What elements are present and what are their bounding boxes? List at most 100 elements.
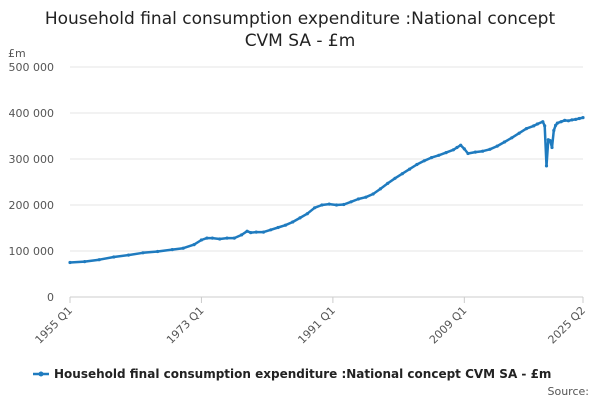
data-point-0-17[interactable] <box>245 229 249 233</box>
data-point-0-59[interactable] <box>532 124 536 128</box>
data-point-0-28[interactable] <box>320 203 324 207</box>
legend-marker-swatch <box>38 371 44 377</box>
data-point-0-52[interactable] <box>481 149 485 153</box>
data-point-0-10[interactable] <box>199 238 203 242</box>
data-point-0-47[interactable] <box>455 145 459 150</box>
data-point-0-8[interactable] <box>181 246 185 250</box>
data-point-0-66[interactable] <box>550 145 554 150</box>
y-tick-label-5: 500 000 <box>9 61 55 74</box>
data-point-0-15[interactable] <box>232 236 236 240</box>
data-point-0-65[interactable] <box>548 139 552 143</box>
data-point-0-30[interactable] <box>334 203 339 207</box>
data-point-0-5[interactable] <box>141 251 145 255</box>
data-point-0-21[interactable] <box>269 228 273 232</box>
data-point-0-49[interactable] <box>462 147 466 151</box>
data-point-0-20[interactable] <box>261 230 266 234</box>
chart-title-line-2: CVM SA - £m <box>245 31 356 51</box>
data-point-0-16[interactable] <box>240 233 244 237</box>
data-point-0-57[interactable] <box>517 131 521 135</box>
data-point-0-24[interactable] <box>291 220 295 224</box>
data-point-0-74[interactable] <box>574 117 578 121</box>
x-tick-label-2: 1991 Q1 <box>295 304 338 347</box>
data-point-0-46[interactable] <box>451 148 455 152</box>
data-point-0-6[interactable] <box>156 249 160 254</box>
data-point-0-0[interactable] <box>68 260 72 265</box>
data-point-0-58[interactable] <box>524 127 529 131</box>
data-point-0-69[interactable] <box>555 121 560 125</box>
data-point-0-41[interactable] <box>415 162 419 167</box>
x-tick-label-1: 1973 Q1 <box>164 304 207 347</box>
series-layer <box>68 116 585 265</box>
data-point-0-3[interactable] <box>112 255 116 259</box>
data-point-0-34[interactable] <box>364 195 368 199</box>
data-point-0-18[interactable] <box>249 231 253 235</box>
data-point-0-14[interactable] <box>225 236 229 240</box>
data-point-0-4[interactable] <box>126 253 130 257</box>
data-point-0-26[interactable] <box>305 212 309 216</box>
data-point-0-53[interactable] <box>488 147 492 151</box>
data-point-0-29[interactable] <box>327 202 331 206</box>
series-line-0[interactable] <box>69 116 584 264</box>
data-point-0-55[interactable] <box>502 140 507 144</box>
data-point-0-11[interactable] <box>205 236 209 240</box>
data-point-0-25[interactable] <box>298 216 302 220</box>
gridlines <box>70 66 583 298</box>
data-point-0-62[interactable] <box>543 124 547 128</box>
data-point-0-56[interactable] <box>510 136 514 140</box>
data-point-0-38[interactable] <box>393 176 397 180</box>
data-point-0-76[interactable] <box>581 116 585 120</box>
data-point-0-48[interactable] <box>459 143 463 147</box>
data-point-0-37[interactable] <box>386 181 390 185</box>
y-axis-ticks: 0 100 000 200 000 300 000 400 000 500 000 <box>9 61 55 304</box>
data-point-0-54[interactable] <box>495 144 499 148</box>
data-point-0-2[interactable] <box>97 258 101 262</box>
y-axis-unit-label: £m <box>8 47 26 60</box>
data-point-0-51[interactable] <box>473 150 477 154</box>
data-point-0-60[interactable] <box>535 122 540 126</box>
data-point-0-61[interactable] <box>541 120 545 124</box>
data-point-0-12[interactable] <box>210 236 214 240</box>
data-point-0-31[interactable] <box>342 202 346 207</box>
data-point-0-72[interactable] <box>566 119 571 123</box>
data-point-0-33[interactable] <box>356 197 360 201</box>
y-tick-label-1: 100 000 <box>9 245 55 258</box>
data-point-0-19[interactable] <box>254 230 258 234</box>
legend[interactable]: Household final consumption expenditure … <box>33 367 551 381</box>
data-point-0-1[interactable] <box>83 260 87 264</box>
data-point-0-44[interactable] <box>437 153 441 157</box>
y-tick-label-3: 300 000 <box>9 153 55 166</box>
y-tick-label-2: 200 000 <box>9 199 55 212</box>
x-tick-label-3: 2009 Q1 <box>427 304 470 347</box>
y-tick-label-0: 0 <box>47 291 54 304</box>
y-tick-label-4: 400 000 <box>9 107 55 120</box>
chart-title-line-1: Household final consumption expenditure … <box>45 9 556 29</box>
data-point-0-63[interactable] <box>544 164 549 168</box>
x-tick-label-0: 1955 Q1 <box>33 304 76 347</box>
data-point-0-22[interactable] <box>276 225 280 230</box>
x-axis: 1955 Q1 1973 Q1 1991 Q1 2009 Q1 2025 Q2 <box>33 296 588 347</box>
data-point-0-40[interactable] <box>408 167 412 171</box>
data-point-0-35[interactable] <box>371 192 375 196</box>
data-point-0-50[interactable] <box>466 151 470 156</box>
data-point-0-13[interactable] <box>218 237 222 241</box>
data-point-0-75[interactable] <box>577 116 581 121</box>
data-point-0-71[interactable] <box>563 118 567 122</box>
source-label: Source: <box>548 385 590 398</box>
data-point-0-9[interactable] <box>192 243 196 247</box>
legend-label: Household final consumption expenditure … <box>54 367 551 381</box>
data-point-0-7[interactable] <box>170 248 174 252</box>
data-point-0-27[interactable] <box>313 206 317 210</box>
data-point-0-43[interactable] <box>429 156 434 160</box>
data-point-0-73[interactable] <box>570 118 574 122</box>
data-point-0-67[interactable] <box>552 128 556 133</box>
data-point-0-32[interactable] <box>349 200 353 204</box>
data-point-0-23[interactable] <box>283 223 287 227</box>
data-point-0-39[interactable] <box>400 172 404 176</box>
data-point-0-36[interactable] <box>378 187 382 191</box>
data-point-0-70[interactable] <box>559 120 563 124</box>
data-point-0-68[interactable] <box>554 123 558 127</box>
data-point-0-45[interactable] <box>444 151 448 155</box>
data-point-0-42[interactable] <box>422 159 426 163</box>
